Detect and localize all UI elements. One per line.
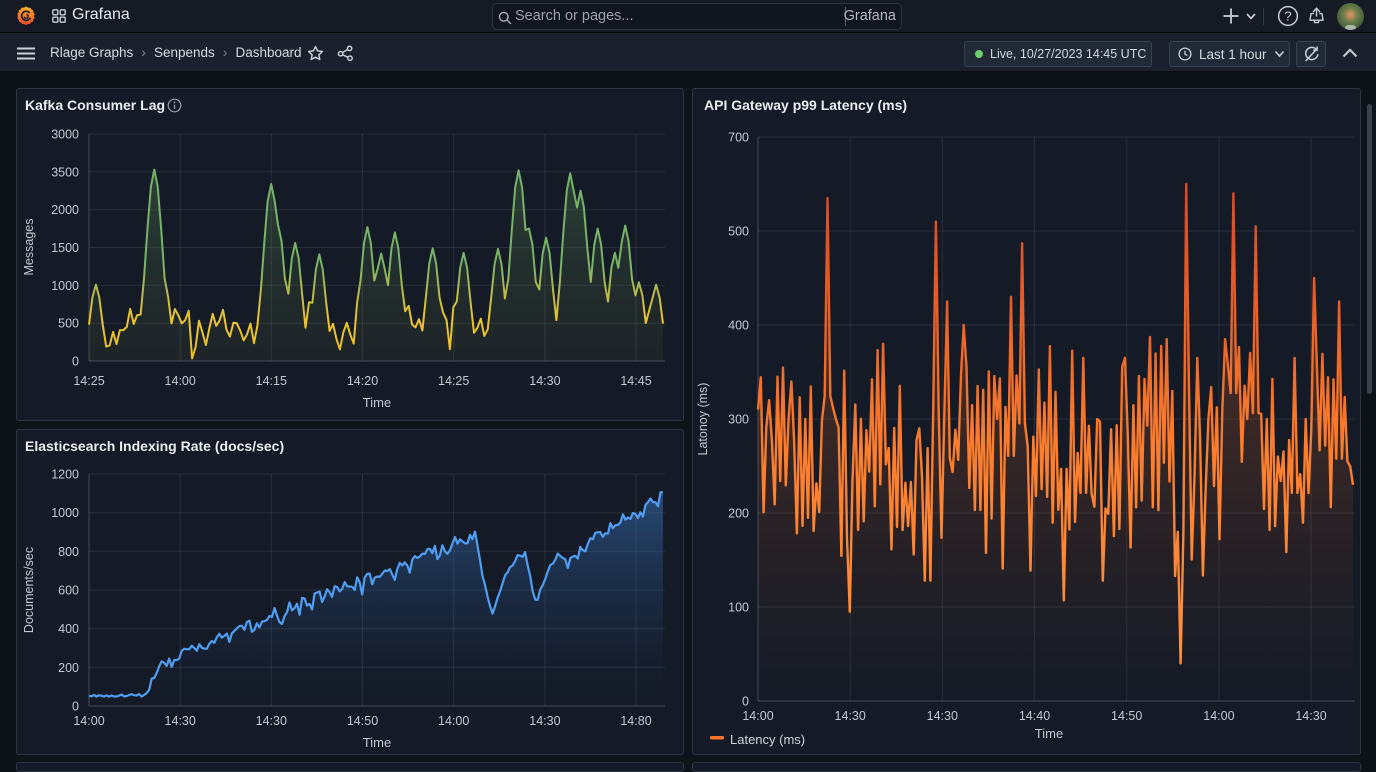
svg-text:200: 200 xyxy=(58,661,79,675)
svg-text:14:30: 14:30 xyxy=(529,374,560,388)
svg-text:1000: 1000 xyxy=(51,506,79,520)
svg-text:2000: 2000 xyxy=(51,203,79,217)
svg-text:300: 300 xyxy=(728,413,749,427)
svg-text:14:30: 14:30 xyxy=(256,714,287,728)
svg-text:14:50: 14:50 xyxy=(347,714,378,728)
svg-text:600: 600 xyxy=(58,584,79,598)
svg-text:1500: 1500 xyxy=(51,241,79,255)
svg-text:500: 500 xyxy=(728,225,749,239)
svg-text:800: 800 xyxy=(58,545,79,559)
svg-text:14:40: 14:40 xyxy=(1019,709,1050,723)
svg-text:14:00: 14:00 xyxy=(438,714,469,728)
svg-text:14:50: 14:50 xyxy=(1111,709,1142,723)
svg-text:1200: 1200 xyxy=(51,468,79,482)
svg-text:14:00: 14:00 xyxy=(742,709,773,723)
svg-text:400: 400 xyxy=(58,622,79,636)
svg-text:14:30: 14:30 xyxy=(165,714,196,728)
svg-text:14:30: 14:30 xyxy=(1295,709,1326,723)
svg-text:200: 200 xyxy=(728,507,749,521)
svg-text:Latonoy (ms): Latonoy (ms) xyxy=(696,383,710,456)
svg-text:1000: 1000 xyxy=(51,279,79,293)
svg-text:100: 100 xyxy=(728,601,749,615)
svg-text:14:15: 14:15 xyxy=(256,374,287,388)
svg-text:Time: Time xyxy=(1035,726,1063,741)
svg-text:500: 500 xyxy=(58,317,79,331)
svg-text:14:20: 14:20 xyxy=(347,374,378,388)
svg-text:0: 0 xyxy=(72,355,79,369)
svg-text:?: ? xyxy=(1284,8,1291,23)
svg-text:14:00: 14:00 xyxy=(1203,709,1234,723)
svg-text:14:25: 14:25 xyxy=(438,374,469,388)
svg-text:14:30: 14:30 xyxy=(529,714,560,728)
svg-text:Time: Time xyxy=(363,735,391,750)
svg-text:14:00: 14:00 xyxy=(165,374,196,388)
svg-text:Documents/sec: Documents/sec xyxy=(22,547,36,633)
svg-text:14:25: 14:25 xyxy=(73,374,104,388)
svg-text:14:45: 14:45 xyxy=(620,374,651,388)
svg-text:700: 700 xyxy=(728,131,749,145)
svg-text:3500: 3500 xyxy=(51,165,79,179)
svg-text:0: 0 xyxy=(72,700,79,714)
svg-text:Messages: Messages xyxy=(22,219,36,276)
svg-text:Latency (ms): Latency (ms) xyxy=(730,732,805,747)
svg-text:Time: Time xyxy=(363,395,391,410)
svg-text:400: 400 xyxy=(728,319,749,333)
svg-text:14:00: 14:00 xyxy=(73,714,104,728)
svg-text:14:30: 14:30 xyxy=(927,709,958,723)
svg-text:0: 0 xyxy=(742,695,749,709)
svg-text:3000: 3000 xyxy=(51,128,79,142)
svg-text:14:80: 14:80 xyxy=(620,714,651,728)
svg-text:14:30: 14:30 xyxy=(835,709,866,723)
